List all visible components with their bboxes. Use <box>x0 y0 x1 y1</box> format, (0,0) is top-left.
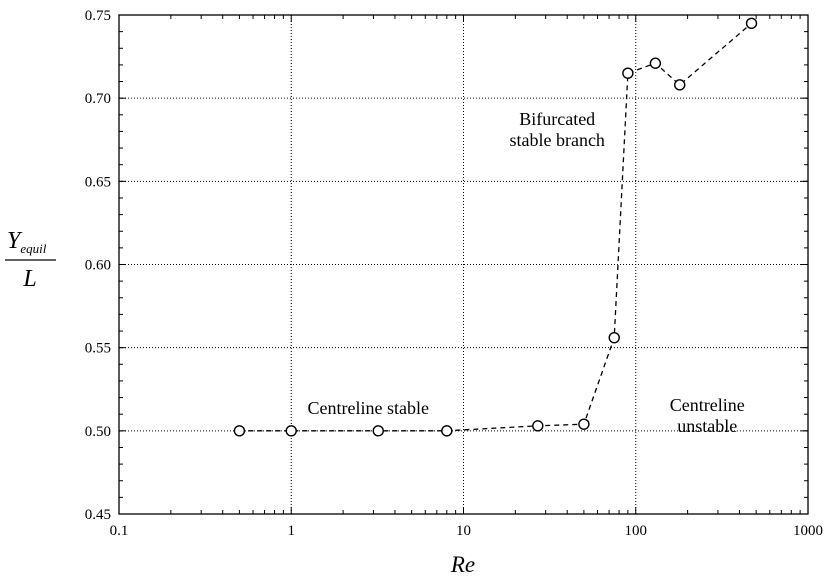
annotation-text: unstable <box>677 416 737 436</box>
y-tick-label: 0.50 <box>85 424 111 440</box>
y-tick-label: 0.60 <box>85 258 111 274</box>
x-tick-label: 1 <box>288 523 296 539</box>
y-axis-title-denominator: L <box>22 266 36 292</box>
data-point <box>285 425 297 437</box>
y-axis-title-sub: equil <box>20 241 46 256</box>
y-tick-label: 0.45 <box>85 507 111 523</box>
y-axis-title: Yequil L <box>5 228 56 292</box>
data-point <box>578 418 590 430</box>
annotation-text: Centreline <box>670 395 745 415</box>
y-tick-labels: 0.45 0.50 0.55 0.60 0.65 0.70 0.75 <box>85 8 111 523</box>
y-tick-label: 0.65 <box>85 174 111 190</box>
data-point <box>233 425 246 437</box>
x-tick-label: 100 <box>625 523 648 539</box>
x-tick-labels: 0.1 1 10 100 1000 <box>110 523 823 539</box>
data-point <box>674 79 686 91</box>
data-point <box>649 57 662 69</box>
data-point <box>745 17 758 30</box>
annotation-text: Bifurcated <box>519 109 595 129</box>
x-tick-label: 0.1 <box>110 523 129 539</box>
data-point <box>441 425 453 437</box>
axis-ticks <box>118 14 809 515</box>
x-tick-label: 1000 <box>793 523 823 539</box>
y-axis-title-base: Y <box>7 228 23 254</box>
data-point <box>372 425 384 437</box>
x-tick-label: 10 <box>456 523 471 539</box>
grid-lines <box>119 15 808 514</box>
data-point <box>622 67 634 79</box>
data-point <box>532 420 544 432</box>
y-tick-label: 0.70 <box>85 91 111 107</box>
x-axis-title: Re <box>450 552 475 577</box>
annotation-text: stable branch <box>509 130 604 150</box>
svg-text:Yequil: Yequil <box>7 228 47 256</box>
annotation-text: Centreline stable <box>308 398 429 418</box>
data-point <box>608 331 620 344</box>
y-tick-label: 0.75 <box>85 8 111 24</box>
series-markers <box>233 17 758 437</box>
y-tick-label: 0.55 <box>85 341 111 357</box>
